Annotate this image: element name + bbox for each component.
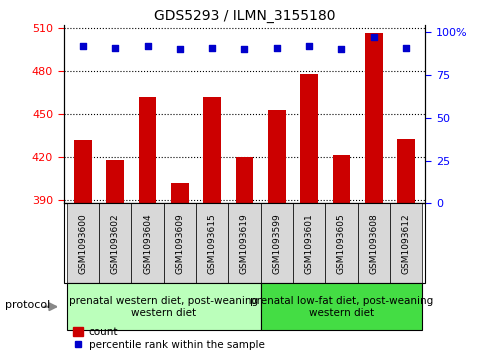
Text: GSM1093609: GSM1093609 (175, 213, 184, 274)
Bar (131, 203, 163, 283)
Bar (67, 283, 260, 330)
Point (79, 43, 87, 49)
Bar (325, 203, 357, 283)
Bar (203, 97, 221, 203)
Text: prenatal western diet, post-weaning
western diet: prenatal western diet, post-weaning west… (69, 296, 258, 318)
Text: GSM1093605: GSM1093605 (336, 213, 345, 274)
Bar (364, 33, 382, 203)
Bar (267, 110, 285, 203)
Bar (396, 139, 414, 203)
Bar (260, 203, 292, 283)
Bar (163, 203, 196, 283)
Text: GSM1093619: GSM1093619 (240, 213, 248, 274)
Bar (196, 203, 228, 283)
Point (369, 34, 377, 40)
Point (272, 45, 280, 50)
Bar (228, 203, 260, 283)
Bar (292, 203, 325, 283)
Text: GSM1093604: GSM1093604 (143, 213, 152, 274)
Bar (332, 155, 349, 203)
Text: GSM1093615: GSM1093615 (207, 213, 216, 274)
Point (240, 46, 248, 52)
Text: GSM1093599: GSM1093599 (272, 213, 281, 274)
Text: GSM1093600: GSM1093600 (78, 213, 87, 274)
Text: prenatal low-fat diet, post-weaning
western diet: prenatal low-fat diet, post-weaning west… (249, 296, 432, 318)
Bar (389, 203, 421, 283)
Text: GSM1093602: GSM1093602 (111, 213, 120, 274)
Point (305, 43, 312, 49)
Bar (74, 140, 92, 203)
Bar (171, 183, 188, 203)
Bar (67, 203, 99, 283)
Point (401, 45, 409, 50)
Point (111, 45, 119, 50)
Text: GSM1093612: GSM1093612 (401, 213, 410, 274)
Point (176, 46, 183, 52)
Bar (235, 158, 253, 203)
Text: GSM1093601: GSM1093601 (304, 213, 313, 274)
Point (143, 43, 151, 49)
Bar (99, 203, 131, 283)
Bar (260, 283, 421, 330)
Text: protocol: protocol (5, 300, 50, 310)
Bar (139, 97, 156, 203)
Title: GDS5293 / ILMN_3155180: GDS5293 / ILMN_3155180 (153, 9, 335, 23)
Point (337, 46, 345, 52)
Bar (300, 74, 317, 203)
Legend: count, percentile rank within the sample: count, percentile rank within the sample (69, 323, 268, 354)
Text: GSM1093608: GSM1093608 (368, 213, 377, 274)
Bar (357, 203, 389, 283)
Bar (106, 160, 124, 203)
Point (208, 45, 216, 50)
